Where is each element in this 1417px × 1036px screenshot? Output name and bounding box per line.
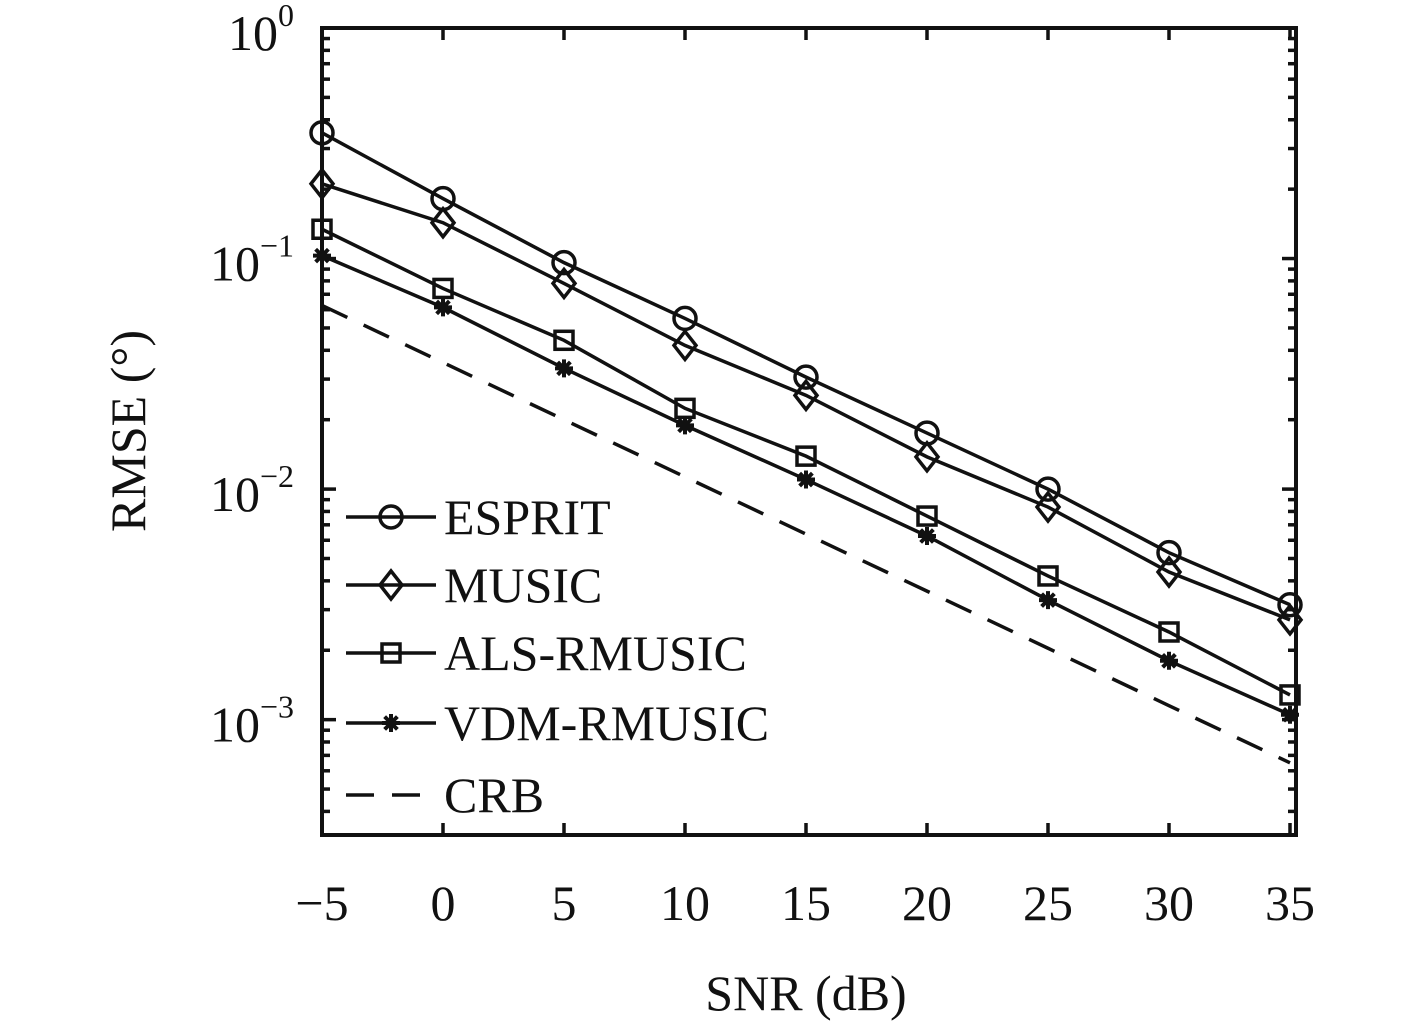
- data-point-als-rmusic: [916, 505, 938, 527]
- data-point-vdm-rmusic: [918, 527, 936, 546]
- x-tick-label: 25: [1023, 875, 1073, 931]
- data-point-music: [671, 328, 699, 363]
- x-tick-label: 0: [431, 875, 456, 931]
- data-point-music: [1034, 490, 1062, 524]
- data-point-esprit: [551, 249, 577, 276]
- legend-marker-music: [377, 568, 405, 602]
- x-tick-label: 35: [1265, 875, 1315, 931]
- legend-marker-esprit: [378, 504, 404, 530]
- legend-label: ALS-RMUSIC: [444, 625, 747, 681]
- y-tick-label: 100: [228, 0, 294, 61]
- x-tick-label: 5: [552, 875, 577, 931]
- data-point-esprit: [1156, 539, 1182, 566]
- data-point-vdm-rmusic: [1039, 591, 1057, 610]
- y-axis-label: RMSE (°): [100, 330, 156, 532]
- legend-label: CRB: [444, 767, 544, 823]
- data-point-als-rmusic: [1158, 621, 1180, 643]
- data-point-music: [913, 440, 941, 474]
- data-point-als-rmusic: [432, 277, 454, 300]
- data-point-music: [429, 205, 457, 240]
- data-point-vdm-rmusic: [555, 359, 573, 378]
- data-point-esprit: [1035, 476, 1061, 502]
- data-point-vdm-rmusic: [434, 298, 452, 317]
- x-tick-label: 30: [1144, 875, 1194, 931]
- y-tick-label: 10−2: [210, 458, 294, 522]
- data-point-music: [1155, 555, 1183, 589]
- legend-marker-vdm-rmusic: [382, 714, 400, 732]
- data-point-vdm-rmusic: [1160, 651, 1178, 670]
- legend-marker-als-rmusic: [380, 642, 402, 664]
- data-point-esprit: [793, 364, 819, 390]
- series-line-crb: [321, 303, 1291, 765]
- data-point-music: [792, 378, 820, 413]
- series-line-music: [321, 182, 1291, 622]
- data-point-vdm-rmusic: [1281, 705, 1299, 724]
- data-point-als-rmusic: [1037, 565, 1059, 587]
- legend-label: ESPRIT: [444, 489, 611, 545]
- legend-label: MUSIC: [444, 557, 602, 613]
- x-tick-label: 20: [902, 875, 952, 931]
- x-tick-label: −5: [295, 875, 348, 931]
- series-line-als-rmusic: [321, 227, 1291, 697]
- x-axis-label: SNR (dB): [705, 965, 906, 1021]
- data-point-als-rmusic: [795, 445, 817, 467]
- data-point-als-rmusic: [1279, 684, 1301, 706]
- legend-label: VDM-RMUSIC: [444, 695, 769, 751]
- data-point-als-rmusic: [553, 329, 575, 352]
- x-tick-label: 15: [781, 875, 831, 931]
- data-point-music: [550, 266, 578, 301]
- series-line-esprit: [321, 131, 1291, 607]
- data-point-vdm-rmusic: [797, 470, 815, 489]
- data-point-esprit: [1277, 592, 1303, 618]
- x-tick-label: 10: [660, 875, 710, 931]
- plot-frame: [320, 26, 1298, 837]
- data-point-vdm-rmusic: [676, 416, 694, 435]
- y-tick-label: 10−1: [210, 228, 294, 292]
- y-tick-label: 10−3: [210, 689, 294, 753]
